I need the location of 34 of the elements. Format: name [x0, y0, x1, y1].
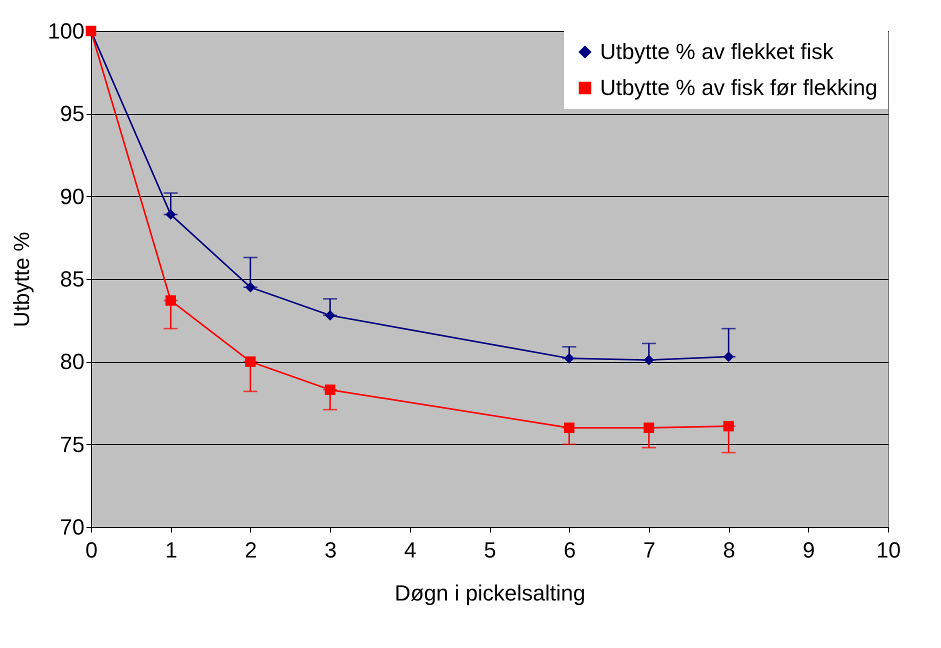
point	[165, 295, 176, 306]
x-tick-label: 3	[324, 538, 337, 562]
point	[644, 354, 654, 366]
point	[245, 356, 256, 367]
point	[245, 282, 256, 293]
x-tick-label: 2	[244, 538, 258, 562]
x-tick-label: 9	[802, 538, 815, 562]
y-tick-label: 90	[60, 184, 84, 209]
point	[723, 351, 734, 362]
point	[564, 422, 574, 434]
y-tick-label: 70	[60, 514, 84, 540]
x-tick-label: 0	[85, 538, 98, 562]
x-tick-label: 1	[165, 538, 178, 562]
x-tick-label: 4	[404, 538, 416, 562]
point	[723, 420, 734, 432]
x-tick-label: 7	[643, 538, 656, 562]
point	[324, 310, 336, 321]
point	[644, 422, 654, 434]
y-tick-label: 100	[48, 18, 84, 44]
point	[564, 353, 574, 364]
y-tick-label: 95	[60, 101, 84, 126]
y-tick-label: 75	[60, 432, 84, 457]
x-tick-label: 10	[876, 538, 901, 562]
legend-label: Utbytte % av flekket fisk	[600, 39, 835, 64]
y-tick-label: 85	[60, 266, 84, 292]
point	[165, 209, 176, 220]
x-tick-label: 5	[484, 538, 496, 562]
x-tick-label: 8	[722, 538, 736, 562]
x-axis-title: Døgn i pickelsalting	[394, 580, 586, 606]
point	[324, 384, 336, 396]
y-tick-label: 80	[60, 349, 84, 374]
legend-label: Utbytte % av fisk før flekking	[600, 75, 878, 100]
x-tick-label: 6	[564, 538, 576, 562]
y-axis-title: Utbytte %	[8, 232, 34, 328]
